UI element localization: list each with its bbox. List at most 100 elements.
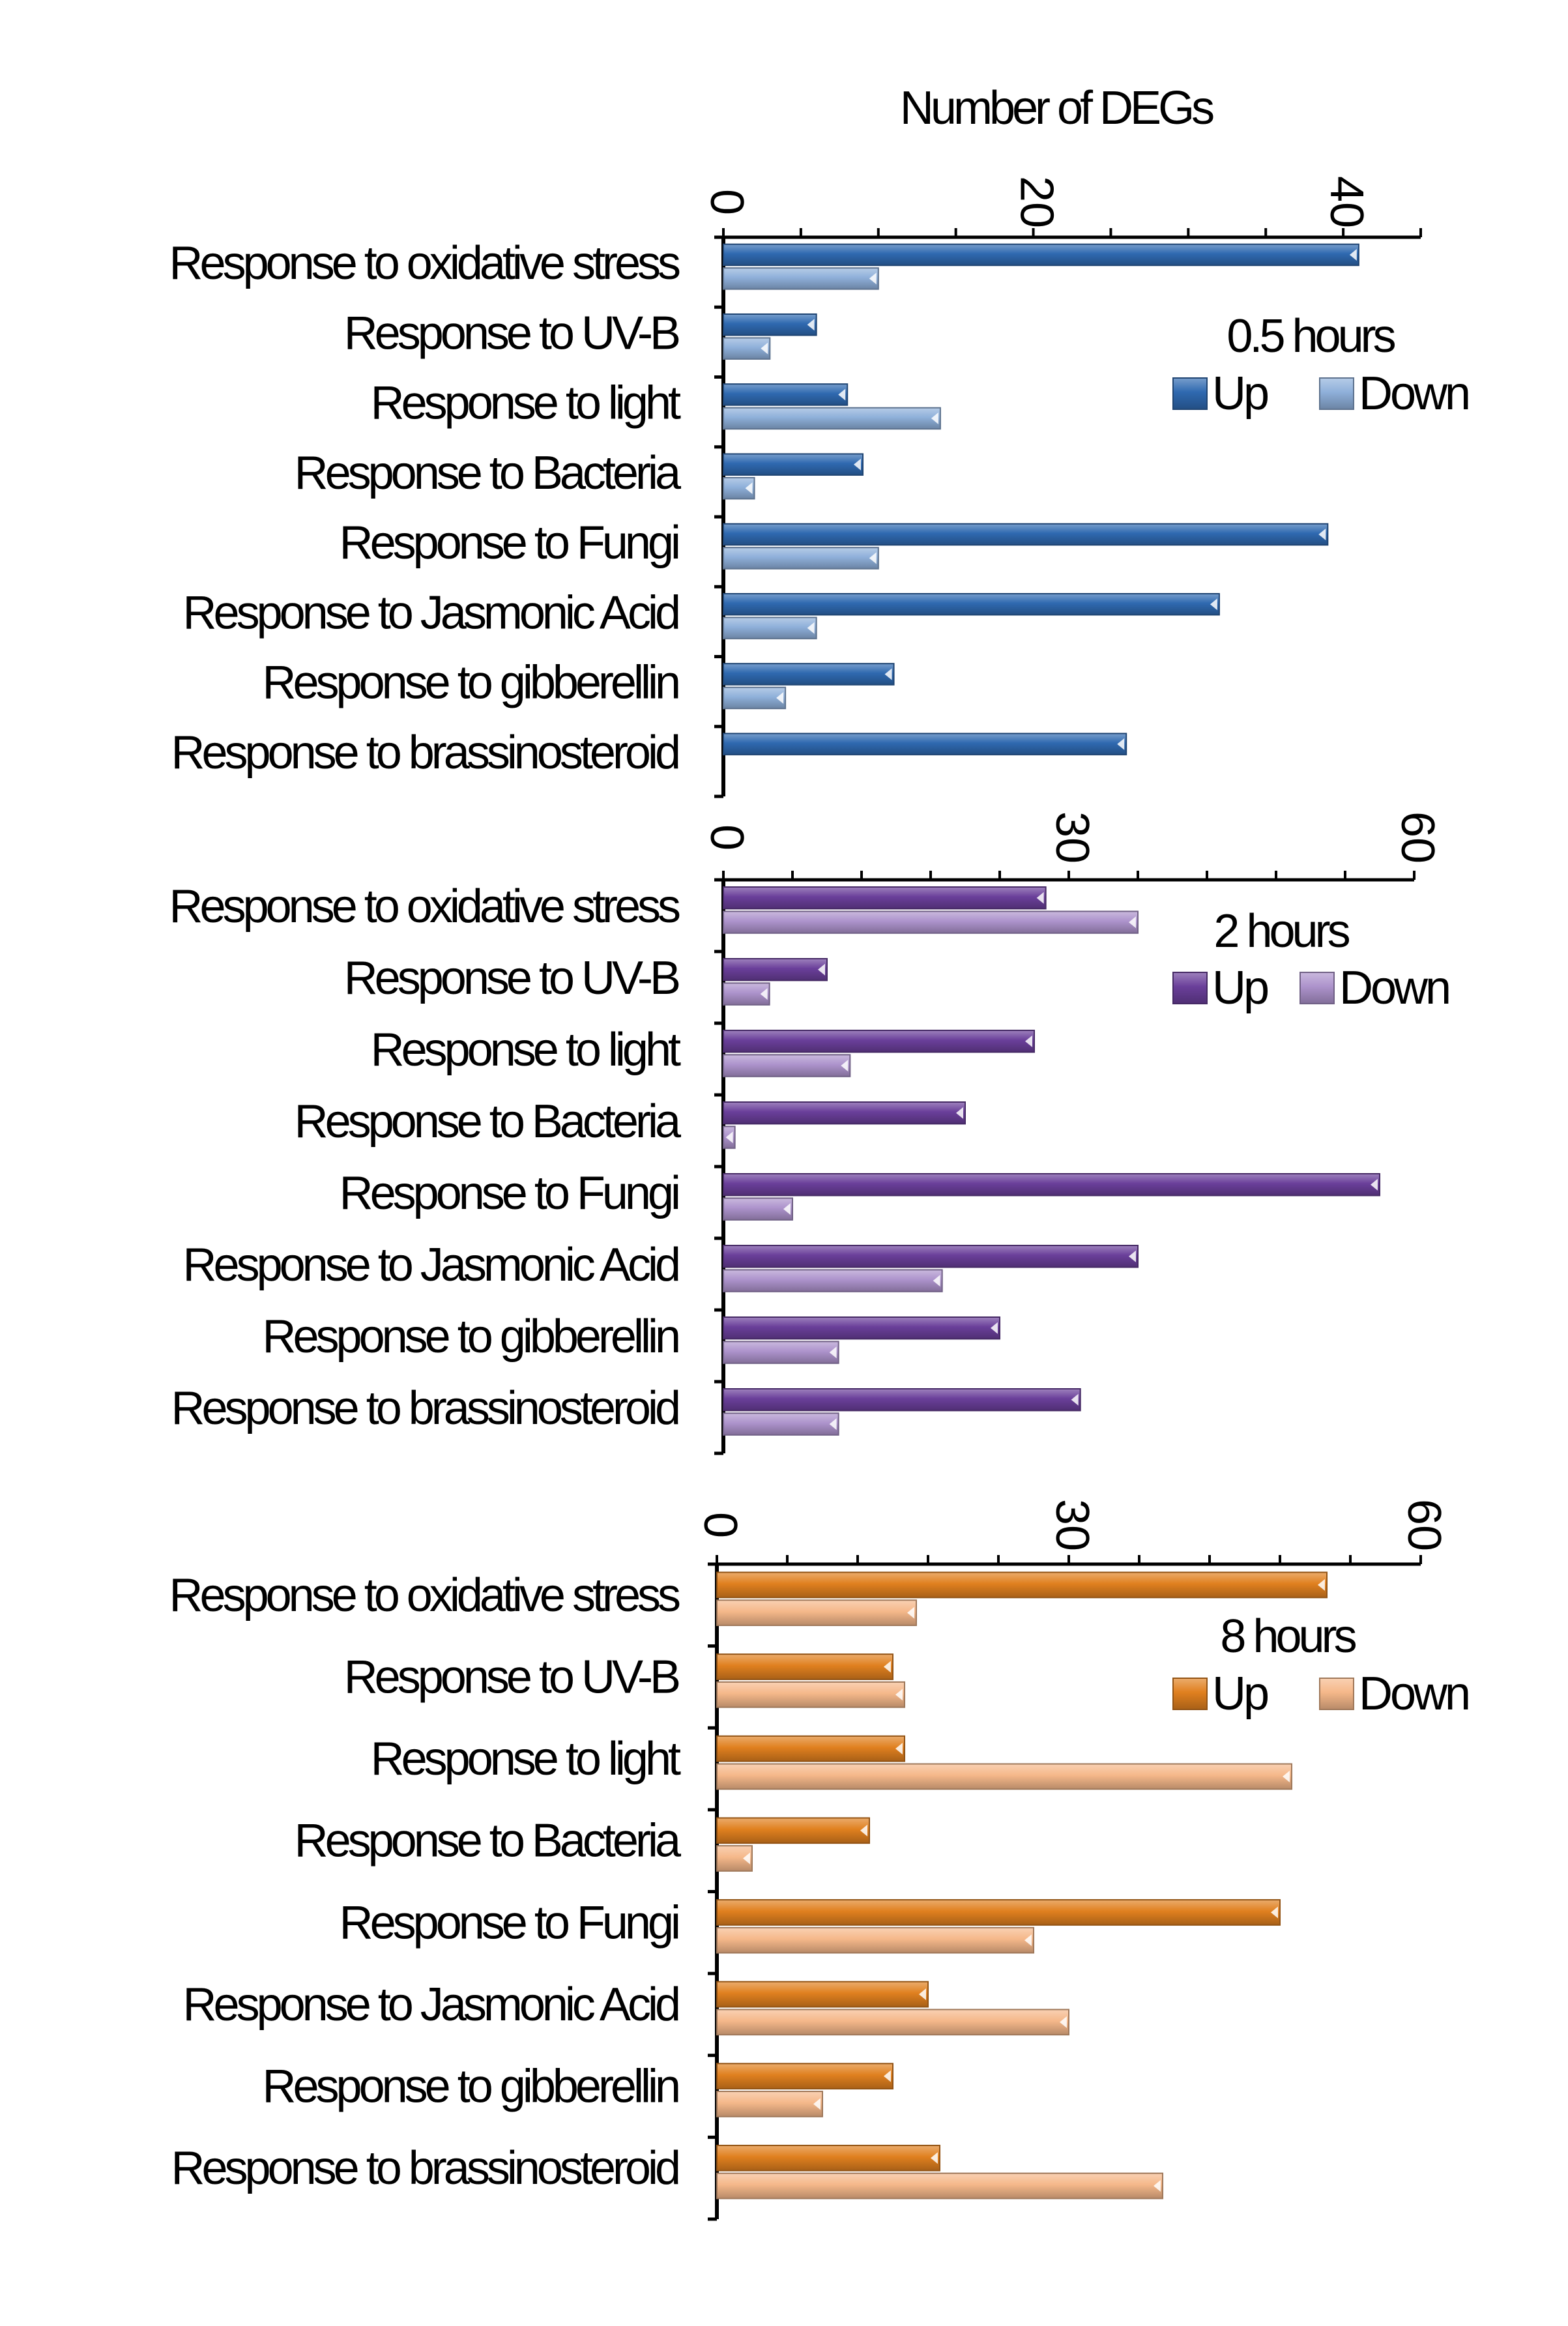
bar-up [716,1899,1281,1926]
bar-up [716,2063,893,2090]
bar-up [723,243,1359,267]
category-label: Response to Bacteria [295,1096,682,1148]
bar-down [716,1599,917,1626]
category-label: Response to oxidative stress [169,1569,680,1621]
bar-down [723,686,787,710]
legend-label-down: Down [1359,368,1468,420]
bar-up [723,523,1329,546]
x-tick-label: 60 [1398,1499,1450,1551]
bar-up [723,383,849,406]
legend-swatch-down [1319,1678,1354,1710]
category-label: Response to Bacteria [295,447,682,499]
bar-end-cap [895,1743,903,1755]
bar-end-cap [1154,2180,1161,2192]
bar-up [723,592,1220,616]
bar-down [723,910,1139,934]
bar-end-cap [807,319,815,331]
bar-end-cap [841,1060,849,1072]
panel-label: 8 hours [1220,1610,1356,1663]
category-label: Response to oxidative stress [169,880,680,933]
category-label: Response to Bacteria [295,1815,682,1867]
bar-end-cap [838,388,846,401]
x-tick-label: 0 [701,824,753,850]
legend-label-up: Up [1212,368,1268,420]
bar-up [723,1245,1139,1268]
bar-end-cap [761,342,768,355]
bar-end-cap [919,1988,926,2001]
bar-down [716,2172,1163,2200]
chart-title: Number of DEGs [900,82,1213,134]
bar-end-cap [1349,248,1357,261]
bar-end-cap [1036,892,1044,904]
category-label: Response to Jasmonic Acid [183,1979,678,2031]
bar-end-cap [884,668,892,680]
bar-end-cap [1210,598,1217,611]
bar-end-cap [956,1107,963,1119]
bar-down [716,1763,1292,1790]
category-label: Response to UV-B [344,307,679,359]
bar-end-cap [1129,916,1136,929]
bar-end-cap [1318,1578,1325,1591]
bar-end-cap [807,622,815,634]
bar-end-cap [1129,1250,1136,1262]
bar-end-cap [1318,528,1326,540]
bar-end-cap [1060,2016,1067,2028]
bar-end-cap [907,1606,914,1619]
bar-end-cap [1071,1393,1079,1406]
bar-up [723,1101,966,1125]
legend-label-up: Up [1212,962,1268,1014]
x-tick-label: 30 [1046,1499,1098,1551]
panel-3: 0 30 60 Response to oxidative stress Respons… [169,1499,1471,2221]
bar-up [716,1735,905,1762]
category-label: Response to UV-B [344,952,679,1004]
category-label: Response to Jasmonic Acid [183,1239,678,1291]
category-label: Response to brassinosteroid [171,2142,678,2194]
bar-end-cap [776,691,784,704]
bar-end-cap [854,458,861,471]
bar-down [723,617,817,639]
bar-down [723,267,879,290]
bar-up [723,1388,1081,1412]
bar-end-cap [829,1418,837,1431]
category-label: Response to Fungi [340,1897,678,1949]
bar-end-cap [931,2152,938,2164]
bar-end-cap [1024,1934,1032,1947]
bar-end-cap [884,1661,891,1673]
bar-up [723,313,817,336]
bar-end-cap [884,2070,891,2082]
bar-end-cap [725,1131,733,1144]
bar-down [723,1269,943,1292]
category-label: Response to light [371,1024,681,1076]
legend-label-down: Down [1359,1668,1468,1720]
panel-label: 0.5 hours [1227,310,1395,362]
bar-up [723,886,1047,910]
category-label: Response to brassinosteroid [171,727,678,779]
bar-up [716,1817,870,1844]
bar-down [723,1197,793,1221]
bar-end-cap [743,1852,750,1865]
bar-end-cap [783,1203,791,1215]
bar-down [723,547,879,570]
category-label: Response to light [371,377,681,429]
legend-swatch-up [1172,1678,1208,1710]
category-label: Response to UV-B [344,1651,679,1703]
bar-down [723,407,941,430]
bar-down [716,2091,823,2117]
category-label: Response to gibberellin [263,1311,678,1363]
panel-1: Number of DEGs 0 20 40 Response to oxidative… [169,82,1471,798]
bar-up [716,1571,1328,1599]
bar-end-cap [818,963,825,976]
bar-up [716,1653,893,1680]
bar-up [716,2144,940,2172]
bar-down [716,1926,1034,1954]
bar-end-cap [813,2098,820,2110]
category-label: Response to gibberellin [263,2061,678,2113]
category-label: Response to Fungi [340,517,678,569]
bar-end-cap [931,412,938,424]
panel-label: 2 hours [1213,905,1349,957]
legend-swatch-up [1172,377,1208,410]
bar-down [716,1681,905,1708]
category-label: Response to oxidative stress [169,237,680,289]
